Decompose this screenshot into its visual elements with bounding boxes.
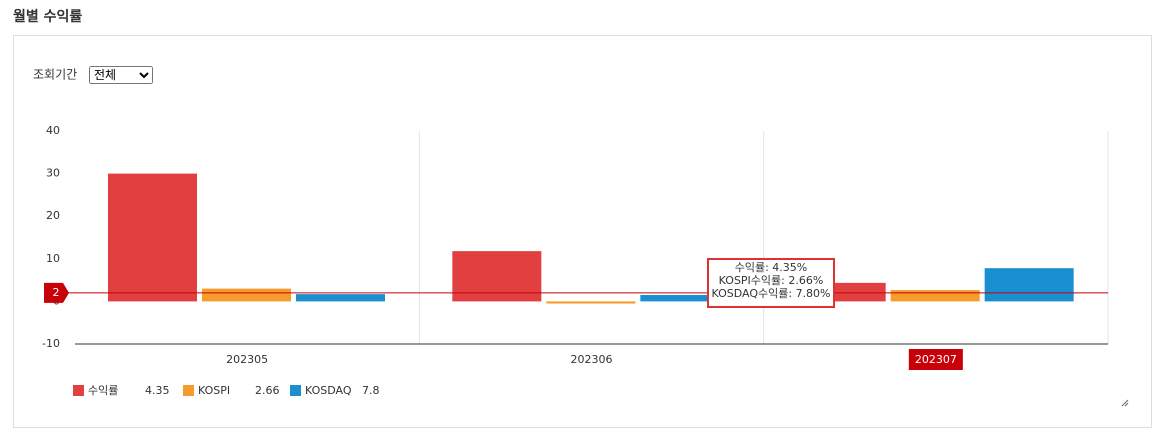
tooltip-box (707, 258, 835, 308)
legend-value: 7.8 (362, 384, 380, 397)
panel (13, 35, 1152, 428)
period-select[interactable]: 전체 (89, 66, 153, 84)
bar (108, 173, 197, 302)
legend-swatch (73, 385, 84, 396)
x-tick-label: 202307 (915, 353, 957, 366)
filter-label: 조회기간 (33, 68, 77, 82)
tooltip-line: KOSPI수익률: 2.66% (719, 274, 824, 287)
bar (546, 301, 636, 304)
y-tick-label: 30 (46, 167, 60, 180)
legend-name: KOSDAQ (305, 384, 352, 397)
y-tick-label: 20 (46, 209, 60, 222)
resize-handle (1121, 399, 1129, 407)
bar (984, 268, 1074, 302)
legend-swatch (183, 385, 194, 396)
y-tick-label: -10 (42, 337, 60, 350)
bar (890, 290, 980, 302)
y-tick-label: 40 (46, 124, 60, 137)
bar (202, 288, 291, 302)
y-tick-label: 10 (46, 252, 60, 265)
x-tick-label: 202306 (571, 353, 613, 366)
legend-name: KOSPI (198, 384, 230, 397)
x-highlight (908, 349, 963, 370)
x-tick-label: 202305 (226, 353, 268, 366)
legend-name: 수익률 (88, 384, 118, 397)
tooltip-line: KOSDAQ수익률: 7.80% (711, 287, 830, 300)
legend-value: 4.35 (145, 384, 170, 397)
bar (296, 294, 385, 302)
bar (452, 251, 542, 302)
crosshair-badge (44, 282, 69, 303)
tooltip-line: 수익률: 4.35% (735, 261, 808, 274)
legend-value: 2.66 (255, 384, 280, 397)
page-title: 월별 수익률 (13, 8, 82, 25)
legend-swatch (290, 385, 301, 396)
crosshair-label: 2 (53, 286, 60, 299)
bar (640, 295, 730, 302)
